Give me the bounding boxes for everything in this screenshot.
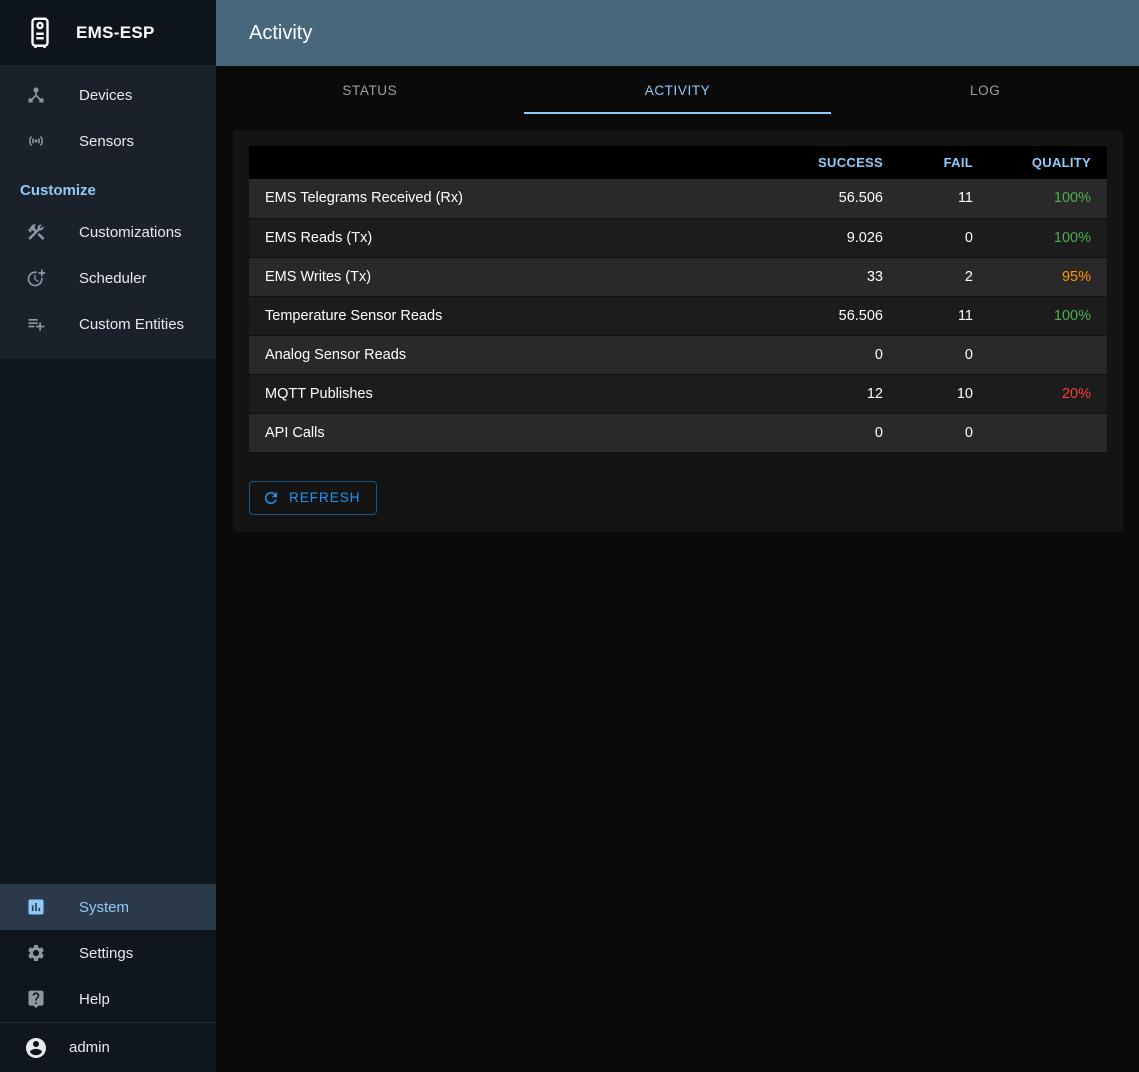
table-header-row: SUCCESS FAIL QUALITY [249,146,1107,179]
sidebar-item-label: Devices [79,86,133,104]
sidebar-item-label: Customizations [79,223,182,241]
table-row: EMS Writes (Tx) 33 2 95% [249,257,1107,296]
metric-fail: 10 [956,385,973,402]
table-row: Analog Sensor Reads 0 0 [249,335,1107,374]
sidebar-item-label: Custom Entities [79,315,185,333]
sidebar-upper-nav: Devices Sensors Customize [0,66,216,359]
metric-quality: 20% [1061,385,1091,402]
sidebar-item-label: Sensors [79,132,135,150]
metric-quality: 100% [1053,307,1091,324]
gear-icon [26,943,46,963]
sidebar-item-sensors[interactable]: Sensors [0,118,216,164]
header-fail: FAIL [899,146,989,179]
sidebar-item-label: Settings [79,944,134,962]
table-row: API Calls 0 0 [249,413,1107,452]
metric-quality: 100% [1053,190,1091,207]
header-success: SUCCESS [789,146,899,179]
metric-quality: 100% [1053,229,1091,246]
metric-success: 56.506 [838,307,883,324]
sidebar-item-customizations[interactable]: Customizations [0,209,216,255]
table-row: Temperature Sensor Reads 56.506 11 100% [249,296,1107,335]
metric-quality [989,335,1107,374]
sidebar-item-custom-entities[interactable]: Custom Entities [0,301,216,347]
user-name: admin [69,1039,110,1056]
metric-label: EMS Reads (Tx) [265,229,373,246]
metric-fail: 0 [964,346,973,363]
table-row: EMS Reads (Tx) 9.026 0 100% [249,218,1107,257]
clock-plus-icon [26,268,46,288]
sidebar-item-scheduler[interactable]: Scheduler [0,255,216,301]
help-icon [26,989,46,1009]
sidebar-item-devices[interactable]: Devices [0,72,216,118]
activity-card: SUCCESS FAIL QUALITY EMS Telegrams Recei… [233,130,1123,532]
sidebar-spacer [0,359,216,884]
tab-activity[interactable]: ACTIVITY [523,66,832,114]
metric-success: 12 [866,385,883,402]
tab-log[interactable]: LOG [970,82,1001,98]
tools-icon [26,222,46,242]
metric-label: MQTT Publishes [265,385,373,402]
metric-fail: 11 [957,190,973,207]
metric-label: API Calls [265,424,325,441]
table-row: EMS Telegrams Received (Rx) 56.506 11 10… [249,179,1107,218]
metric-fail: 2 [964,268,973,285]
sidebar-item-settings[interactable]: Settings [0,930,216,976]
tab-status[interactable]: STATUS [342,82,398,98]
metric-success: 0 [874,424,883,441]
header-quality: QUALITY [989,146,1107,179]
sidebar-item-label: System [79,898,130,916]
sidebar-item-system[interactable]: System [0,884,216,930]
activity-table: SUCCESS FAIL QUALITY EMS Telegrams Recei… [249,146,1107,453]
tab-bar: STATUS ACTIVITY LOG [216,66,1139,114]
device-hub-icon [26,85,46,105]
account-circle-icon [24,1036,48,1060]
analytics-icon [26,897,46,917]
metric-success: 56.506 [838,190,883,207]
metric-success: 33 [866,268,883,285]
sidebar-section-customize: Customize [20,182,96,199]
metric-label: EMS Telegrams Received (Rx) [265,190,463,207]
metric-fail: 0 [964,229,973,246]
metric-success: 9.026 [846,229,883,246]
metric-label: EMS Writes (Tx) [265,268,372,285]
metric-fail: 0 [964,424,973,441]
boiler-device-icon [22,14,58,52]
playlist-add-icon [26,314,46,334]
sidebar-user-admin[interactable]: admin [0,1022,216,1072]
sidebar-bottom-nav: System Settings Help admin [0,884,216,1072]
metric-success: 0 [874,346,883,363]
sidebar-item-help[interactable]: Help [0,976,216,1022]
sidebar-customize-items: Customizations Scheduler Custom Entities [0,209,216,359]
sidebar: EMS-ESP Devices [0,0,216,1072]
app-logo-row: EMS-ESP [0,0,216,66]
active-tab-indicator [523,112,832,114]
metric-fail: 11 [957,307,973,324]
refresh-icon [262,489,280,507]
main-area: Activity STATUS ACTIVITY LOG SUCCESS FAI… [216,0,1139,1072]
metric-label: Analog Sensor Reads [265,346,407,363]
header-metric [249,146,789,179]
tab-activity-label: ACTIVITY [644,82,711,98]
sensors-icon [26,131,46,151]
sidebar-item-label: Scheduler [79,269,147,287]
topbar: Activity [216,0,1139,66]
table-row: MQTT Publishes 12 10 20% [249,374,1107,413]
metric-quality: 95% [1061,268,1091,285]
metric-quality [989,413,1107,452]
refresh-button[interactable]: REFRESH [249,480,377,515]
app-title: EMS-ESP [76,22,155,42]
metric-label: Temperature Sensor Reads [265,307,443,324]
page-title: Activity [249,21,313,44]
sidebar-item-label: Help [79,990,110,1008]
refresh-button-label: REFRESH [289,490,361,505]
